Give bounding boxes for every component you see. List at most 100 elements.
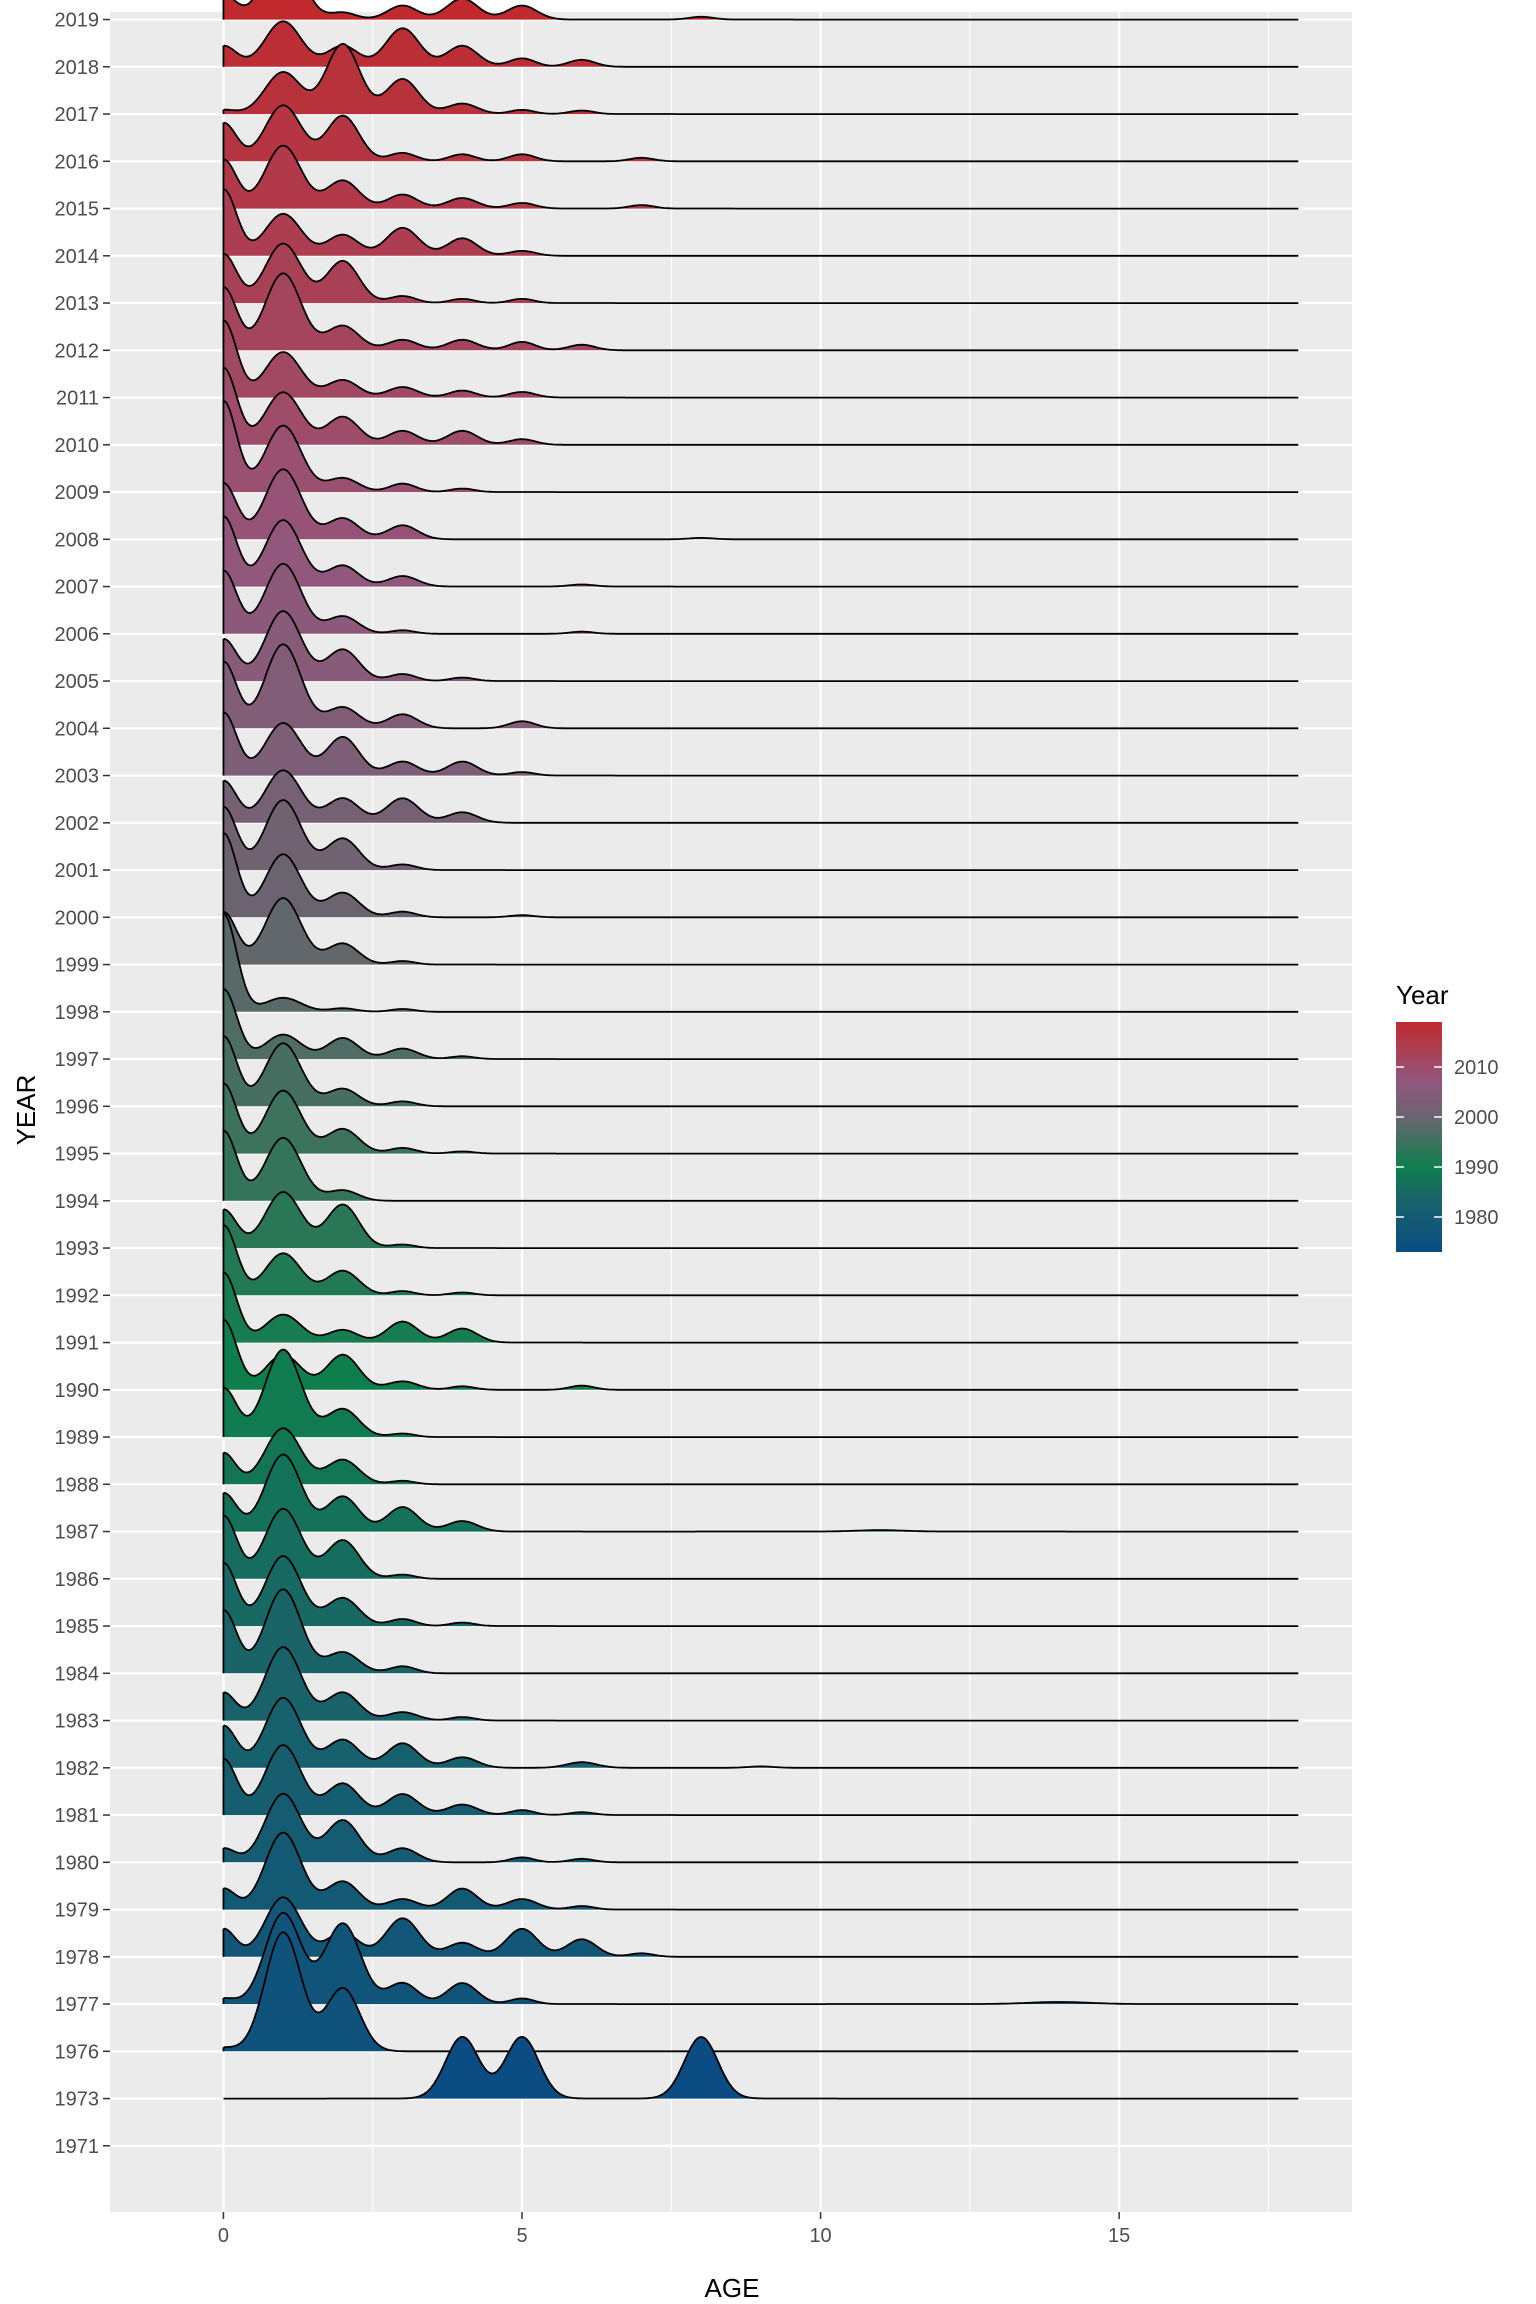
legend-label: 1990 xyxy=(1454,1157,1499,1179)
ridge-1988 xyxy=(222,1427,1299,1486)
ridge-outline-2002 xyxy=(223,769,1299,824)
ridge-2003 xyxy=(222,711,1299,777)
ridge-outline-1993 xyxy=(223,1191,1299,1249)
ridge-fill-2000 xyxy=(223,833,1299,918)
ridge-1990 xyxy=(222,1318,1299,1391)
ridge-fill-1994 xyxy=(223,1130,1299,1201)
ridge-1979 xyxy=(222,1831,1299,1911)
ridge-outline-1983 xyxy=(223,1646,1299,1722)
y-tick-label: 1990 xyxy=(55,1380,100,1402)
y-tick-label: 2015 xyxy=(55,199,100,221)
legend-title: Year xyxy=(1396,980,1449,1010)
ridge-1980 xyxy=(222,1792,1299,1864)
x-tick-label: 15 xyxy=(1108,2225,1130,2247)
y-tick-label: 1996 xyxy=(55,1096,100,1118)
ridge-outline-1987 xyxy=(223,1453,1299,1533)
y-tick-label: 2005 xyxy=(55,671,100,693)
ridge-fill-2005 xyxy=(223,611,1299,682)
ridge-outline-1976 xyxy=(223,1931,1299,2053)
x-tick-label: 5 xyxy=(516,2225,527,2247)
y-tick-label: 1997 xyxy=(55,1049,100,1071)
y-tick-label: 2003 xyxy=(55,766,100,788)
y-tick-label: 2002 xyxy=(55,813,100,835)
ridge-outline-2000 xyxy=(223,832,1299,919)
y-tick-label: 1982 xyxy=(55,1758,100,1780)
y-tick-label: 1971 xyxy=(55,2136,100,2158)
ridge-layer xyxy=(222,0,1299,2100)
ridge-outline-2013 xyxy=(223,242,1299,304)
ridge-outline-1982 xyxy=(223,1696,1299,1769)
ridge-outline-2016 xyxy=(223,104,1299,163)
ridge-fill-1983 xyxy=(223,1647,1299,1721)
y-tick-label: 1985 xyxy=(55,1616,100,1638)
ridge-fill-2014 xyxy=(223,189,1299,256)
ridge-fill-1986 xyxy=(223,1508,1299,1579)
ridge-fill-2009 xyxy=(223,400,1299,493)
ridge-outline-2018 xyxy=(223,20,1299,68)
ridge-fill-2004 xyxy=(223,644,1299,729)
ridge-fill-2002 xyxy=(223,770,1299,823)
legend-colorbar xyxy=(1396,1022,1442,1252)
ridge-1984 xyxy=(222,1588,1299,1675)
ridge-fill-1992 xyxy=(223,1225,1299,1296)
ridge-outline-2019 xyxy=(232,0,1299,21)
legend-label: 2000 xyxy=(1454,1107,1499,1129)
x-tick-label: 0 xyxy=(218,2225,229,2247)
y-tick-label: 2008 xyxy=(55,529,100,551)
ridge-outline-1992 xyxy=(223,1224,1299,1297)
y-tick-label: 1987 xyxy=(55,1522,100,1544)
ridge-outline-2005 xyxy=(223,610,1299,682)
ridge-outline-1980 xyxy=(223,1792,1299,1864)
ridge-2017 xyxy=(222,43,1299,115)
ridge-outline-2004 xyxy=(223,643,1299,730)
ridge-fill-1995 xyxy=(223,1083,1299,1154)
x-axis: 0 5 10 15 xyxy=(218,2212,1130,2247)
y-tick-label: 2010 xyxy=(55,435,100,457)
ridge-outline-1989 xyxy=(223,1348,1299,1438)
ridge-outline-2011 xyxy=(223,319,1299,399)
ridge-outline-1978 xyxy=(223,1896,1299,1958)
y-tick-label: 1995 xyxy=(55,1144,100,1166)
ridge-1981 xyxy=(222,1744,1299,1816)
y-tick-label: 1999 xyxy=(55,955,100,977)
ridge-fill-2008 xyxy=(223,469,1299,540)
ridge-outline-1995 xyxy=(223,1082,1299,1155)
ridge-outline-1973 xyxy=(223,2036,1299,2100)
y-tick-label: 1994 xyxy=(55,1191,100,1213)
ridge-fill-2007 xyxy=(223,516,1299,587)
y-tick-label: 2001 xyxy=(55,860,100,882)
x-tick-label: 10 xyxy=(809,2225,831,2247)
ridge-2016 xyxy=(222,104,1299,163)
ridge-outline-2014 xyxy=(223,188,1299,257)
ridge-fill-2006 xyxy=(223,563,1299,634)
ridge-outline-1979 xyxy=(223,1831,1299,1911)
y-tick-label: 1980 xyxy=(55,1852,100,1874)
y-tick-label: 2000 xyxy=(55,907,100,929)
ridge-2000 xyxy=(222,832,1299,919)
ridge-fill-2013 xyxy=(223,243,1299,304)
ridge-fill-1987 xyxy=(223,1454,1299,1532)
ridge-fill-1985 xyxy=(223,1556,1299,1627)
ridge-fill-1988 xyxy=(223,1428,1299,1485)
ridge-outline-2008 xyxy=(223,468,1299,541)
y-tick-label: 1977 xyxy=(55,1994,100,2016)
y-tick-label: 1993 xyxy=(55,1238,100,1260)
ridge-2009 xyxy=(222,399,1299,493)
ridge-fill-1982 xyxy=(223,1697,1299,1768)
y-tick-label: 1979 xyxy=(55,1900,100,1922)
ridge-outline-1981 xyxy=(223,1744,1299,1816)
y-tick-label: 2017 xyxy=(55,104,100,126)
y-tick-label: 2013 xyxy=(55,293,100,315)
ridge-outline-1984 xyxy=(223,1588,1299,1675)
ridge-outline-2010 xyxy=(223,366,1299,446)
ridge-outline-1988 xyxy=(223,1427,1299,1486)
y-tick-label: 2006 xyxy=(55,624,100,646)
y-tick-label: 1989 xyxy=(55,1427,100,1449)
ridge-2006 xyxy=(222,562,1299,635)
ridge-outline-2007 xyxy=(223,515,1299,588)
ridge-fill-1979 xyxy=(223,1832,1299,1910)
ridge-1983 xyxy=(222,1646,1299,1722)
y-tick-label: 2009 xyxy=(55,482,100,504)
ridge-outline-2012 xyxy=(223,272,1299,352)
ridge-outline-2015 xyxy=(223,144,1299,210)
